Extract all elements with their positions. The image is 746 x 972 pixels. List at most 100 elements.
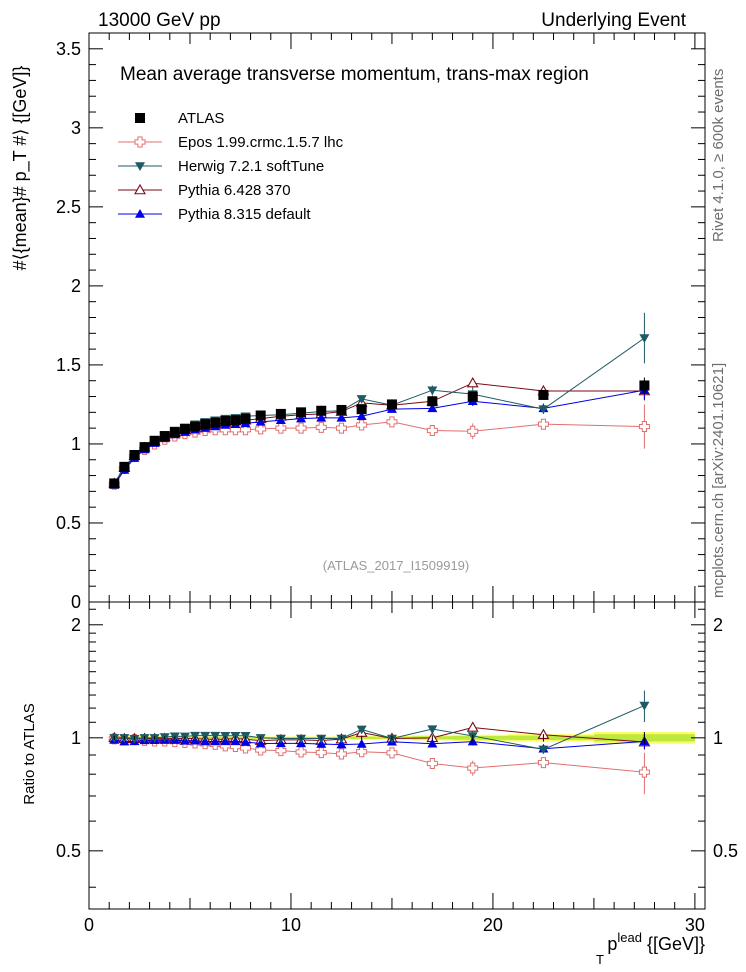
legend-herwig-marker [135,162,145,171]
epos-ratio-point [295,746,307,758]
x-tick-label: 30 [685,915,705,935]
herwig-point [538,405,549,415]
herwig-point [639,334,650,344]
atlas-point [296,407,307,418]
atlas-point [639,380,650,391]
legend-pythia8-marker [135,209,145,218]
pythia8-point [356,411,367,421]
legend-pythia8-label: Pythia 8.315 default [178,206,311,223]
epos-ratio-point [537,757,549,769]
pythia8-ratio-point [220,736,231,746]
pythia8-ratio-point [467,736,478,746]
ratio-tick-label-right: 0.5 [713,841,738,861]
analysis-watermark: (ATLAS_2017_I1509919) [323,558,469,573]
epos-ratio-point [315,747,327,759]
pythia8-ratio-point [230,736,241,746]
legend-pythia6-marker [134,183,146,195]
atlas-point [356,404,367,415]
atlas-point [275,408,286,419]
header-left: 13000 GeV pp [98,10,221,31]
x-tick-label: 20 [483,915,503,935]
pythia8-ratio-point [427,738,438,748]
atlas-point [316,405,327,416]
atlas-point [109,478,120,489]
epos-point [295,422,307,434]
ratio-tick-label-right: 1 [713,728,723,748]
atlas-point [200,419,211,430]
herwig-ratio-point [538,745,549,755]
ratio-series [108,690,651,795]
ratio-panel: 0.5 0.5 1 1 2 2 [56,601,738,910]
herwig-ratio-point [230,731,241,741]
x-axis-label-sub: T [596,952,604,967]
ratio-tick-label-right: 2 [713,615,723,635]
atlas-point [210,417,221,428]
chart-title: Mean average transverse momentum, trans-… [120,64,589,85]
atlas-point [538,389,549,400]
epos-ratio-point [638,766,650,778]
x-axis-label-p: p [607,934,617,954]
epos-ratio-point [467,762,479,774]
pythia8-ratio-point [240,737,251,746]
herwig-point [427,386,438,396]
herwig-ratio-point [639,701,650,711]
y-axis-label-main: #⟨{mean}# p_T #⟩ {[GeV]} [10,66,31,271]
atlas-point [467,391,478,402]
main-series [108,312,651,490]
x-tick-label: 10 [281,915,301,935]
pythia8-ratio-point [200,736,211,746]
x-axis-label-unit: {[GeV]} [642,934,705,954]
epos-point [638,421,650,433]
epos-point [356,419,368,431]
atlas-point [190,421,201,432]
epos-ratio-point [386,747,398,759]
mcplots-label: mcplots.cern.ch [arXiv:2401.10621] [710,363,727,598]
epos-ratio-point [275,745,287,757]
epos-point [315,421,327,433]
epos-ratio-point [356,746,368,758]
atlas-point [159,431,170,442]
epos-ratio-point [255,744,267,756]
atlas-point [169,427,180,438]
epos-ratio-point [335,748,347,760]
x-tick-label: 0 [84,915,94,935]
x-axis-label-lead: lead [617,930,642,945]
legend-atlas-label: ATLAS [178,110,224,127]
ratio-band-green [351,736,377,740]
ratio-frame [88,601,706,910]
epos-point [335,422,347,434]
pythia8-ratio-point [336,739,347,749]
legend-atlas-marker [135,113,145,123]
legend-epos-label: Epos 1.99.crmc.1.5.7 lhc [178,134,344,151]
y-tick-label: 0 [71,592,81,612]
y-tick-label: 2 [71,276,81,296]
legend: ATLAS Epos 1.99.crmc.1.5.7 lhc Herwig 7.2.… [118,110,344,223]
pythia8-ratio-point [356,738,367,748]
atlas-point [230,415,241,426]
ratio-band-green [508,735,594,741]
pythia6-ratio-point [466,721,479,732]
x-ticks: 0 10 20 30 [84,33,705,935]
herwig-ratio-point [190,731,201,741]
herwig-point [356,395,367,404]
epos-point [255,423,267,435]
rivet-label: Rivet 4.1.0, ≥ 600k events [710,69,727,242]
herwig-ratio-point [240,731,251,741]
herwig-ratio-point [200,731,211,741]
y-tick-label: 3.5 [56,39,81,59]
ratio-tick-label: 2 [71,615,81,635]
legend-epos-marker [134,136,146,148]
epos-point [467,425,479,437]
herwig-ratio-point [356,725,367,735]
pythia8-point [336,412,347,422]
pythia8-point [255,416,266,426]
epos-point [240,424,252,436]
herwig-line [113,337,645,484]
y-tick-label: 1 [71,434,81,454]
atlas-point [139,442,150,453]
x-axis-label: plead {[GeV]} [607,930,705,954]
atlas-point [255,410,266,421]
pythia8-ratio-point [210,736,221,746]
y-tick-label: 0.5 [56,513,81,533]
